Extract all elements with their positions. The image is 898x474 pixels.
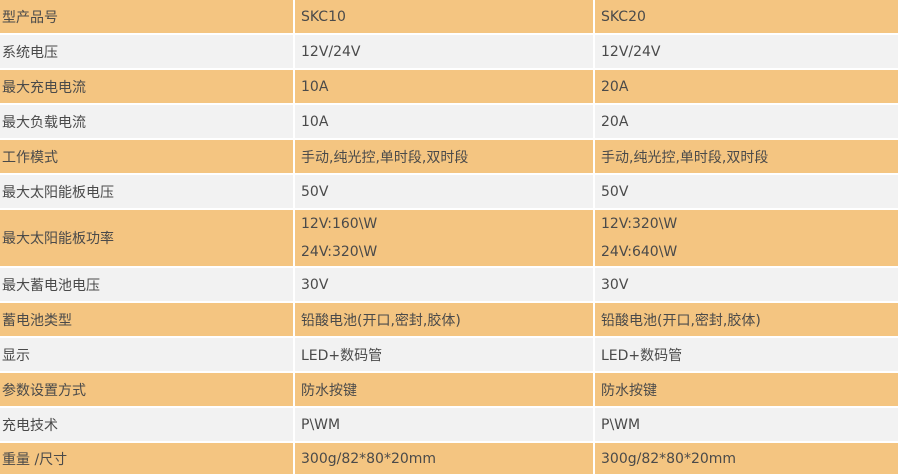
- skc10-value: SKC10: [295, 0, 595, 35]
- table-row: 系统电压 12V/24V 12V/24V: [0, 35, 898, 70]
- skc20-value: 12V:320\W 24V:640\W: [595, 210, 898, 268]
- row-label: 系统电压: [0, 35, 295, 70]
- value-line: 12V:160\W: [301, 216, 378, 232]
- table-row: 显示 LED+数码管 LED+数码管: [0, 338, 898, 373]
- table-row: 最大负载电流 10A 20A: [0, 105, 898, 140]
- skc20-value: 手动,纯光控,单时段,双时段: [595, 140, 898, 175]
- row-label: 最大太阳能板电压: [0, 175, 295, 210]
- table-row: 充电技术 P\WM P\WM: [0, 408, 898, 443]
- row-label: 工作模式: [0, 140, 295, 175]
- row-label: 最大蓄电池电压: [0, 268, 295, 303]
- skc10-value: 12V/24V: [295, 35, 595, 70]
- row-label: 蓄电池类型: [0, 303, 295, 338]
- row-label: 最大太阳能板功率: [0, 210, 295, 268]
- skc10-value: P\WM: [295, 408, 595, 443]
- table-row: 最大充电电流 10A 20A: [0, 70, 898, 105]
- skc10-value: 50V: [295, 175, 595, 210]
- skc20-value: 铅酸电池(开口,密封,胶体): [595, 303, 898, 338]
- table-row: 型产品号 SKC10 SKC20: [0, 0, 898, 35]
- row-label: 参数设置方式: [0, 373, 295, 408]
- skc10-value: LED+数码管: [295, 338, 595, 373]
- skc10-value: 铅酸电池(开口,密封,胶体): [295, 303, 595, 338]
- multiline-value: 12V:160\W 24V:320\W: [301, 210, 377, 266]
- skc20-value: 300g/82*80*20mm: [595, 443, 898, 474]
- table-row: 工作模式 手动,纯光控,单时段,双时段 手动,纯光控,单时段,双时段: [0, 140, 898, 175]
- table-row: 参数设置方式 防水按键 防水按键: [0, 373, 898, 408]
- row-label: 充电技术: [0, 408, 295, 443]
- row-label: 最大充电电流: [0, 70, 295, 105]
- skc20-value: 50V: [595, 175, 898, 210]
- row-label: 显示: [0, 338, 295, 373]
- skc20-value: 20A: [595, 105, 898, 140]
- skc20-value: SKC20: [595, 0, 898, 35]
- table-row: 重量 /尺寸 300g/82*80*20mm 300g/82*80*20mm: [0, 443, 898, 474]
- row-label: 最大负载电流: [0, 105, 295, 140]
- skc10-value: 防水按键: [295, 373, 595, 408]
- skc20-value: 30V: [595, 268, 898, 303]
- skc10-value: 手动,纯光控,单时段,双时段: [295, 140, 595, 175]
- value-line: 12V:320\W: [601, 216, 678, 232]
- table-row: 最大蓄电池电压 30V 30V: [0, 268, 898, 303]
- skc20-value: P\WM: [595, 408, 898, 443]
- table-row: 蓄电池类型 铅酸电池(开口,密封,胶体) 铅酸电池(开口,密封,胶体): [0, 303, 898, 338]
- skc20-value: 防水按键: [595, 373, 898, 408]
- skc20-value: 20A: [595, 70, 898, 105]
- multiline-value: 12V:320\W 24V:640\W: [601, 210, 677, 266]
- table-row: 最大太阳能板功率 12V:160\W 24V:320\W 12V:320\W 2…: [0, 210, 898, 268]
- skc10-value: 10A: [295, 105, 595, 140]
- row-label: 重量 /尺寸: [0, 443, 295, 474]
- skc10-value: 12V:160\W 24V:320\W: [295, 210, 595, 268]
- table-row: 最大太阳能板电压 50V 50V: [0, 175, 898, 210]
- skc20-value: 12V/24V: [595, 35, 898, 70]
- skc10-value: 300g/82*80*20mm: [295, 443, 595, 474]
- skc10-value: 10A: [295, 70, 595, 105]
- value-line: 24V:640\W: [601, 244, 678, 260]
- row-label: 型产品号: [0, 0, 295, 35]
- value-line: 24V:320\W: [301, 244, 378, 260]
- skc10-value: 30V: [295, 268, 595, 303]
- skc20-value: LED+数码管: [595, 338, 898, 373]
